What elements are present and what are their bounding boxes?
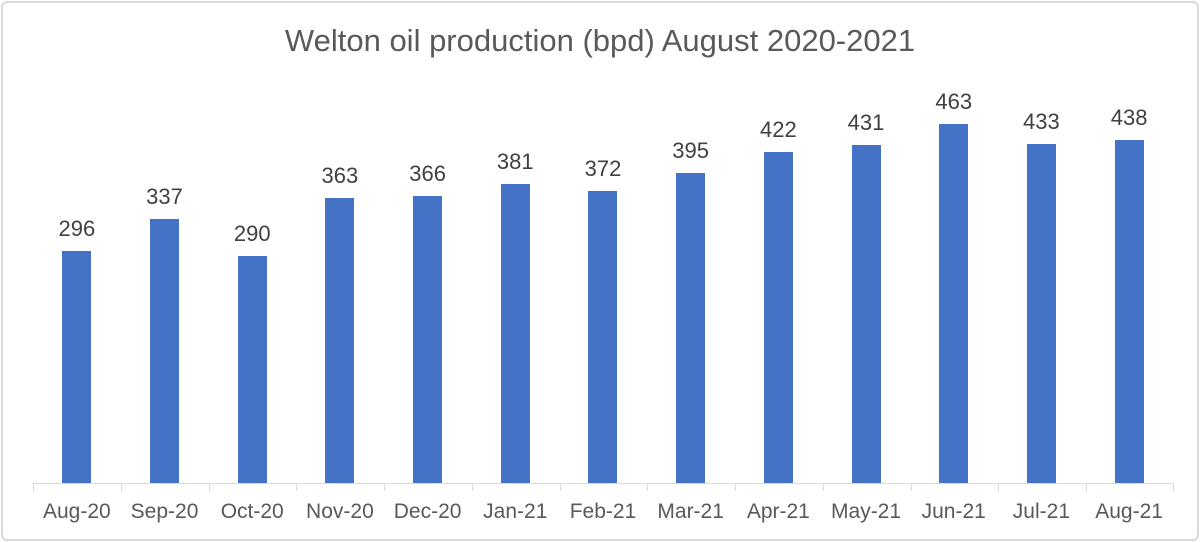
axis-tick (647, 484, 649, 491)
bar (588, 191, 618, 483)
axis-tick (384, 484, 386, 491)
bar-value-label: 438 (1110, 105, 1148, 130)
x-axis-line (33, 483, 1174, 492)
bar (413, 196, 443, 483)
bar-column: 381 (471, 91, 559, 483)
bar-column: 395 (647, 91, 735, 483)
bar (62, 251, 92, 483)
category-label: Jun-21 (921, 500, 986, 523)
category-label: Jul-21 (1012, 500, 1070, 523)
bar-value-label: 337 (146, 184, 183, 209)
bar-value-label: 296 (58, 216, 96, 241)
bar-value-label: 433 (1023, 109, 1060, 134)
category-label: Jan-21 (483, 500, 548, 523)
axis-tick (1173, 484, 1174, 491)
bar (939, 124, 969, 483)
bar (1026, 144, 1056, 483)
axis-tick (208, 484, 210, 491)
axis-tick (471, 484, 473, 491)
bar-column: 422 (735, 91, 823, 483)
bar-value-label: 395 (672, 138, 710, 163)
axis-tick (822, 484, 824, 491)
bar-value-label: 422 (759, 117, 797, 142)
bar-column: 433 (998, 91, 1086, 483)
axis-tick (120, 484, 122, 491)
plot-area: 296 337 290 363 366 381 372 395 422 431 463 433 438 (33, 91, 1173, 483)
bar (237, 256, 267, 483)
bar-column: 463 (910, 91, 998, 483)
bar (500, 184, 530, 483)
chart-title: Welton oil production (bpd) August 2020-… (284, 23, 916, 58)
bar-column: 366 (384, 91, 472, 483)
category-label: Sep-20 (130, 500, 199, 523)
bar-column: 438 (1085, 91, 1173, 483)
x-axis-labels: Aug-20 Sep-20 Oct-20 Nov-20 Dec-20 Jan-21 Feb-… (33, 500, 1173, 524)
bar (325, 198, 355, 483)
category-label: Feb-21 (569, 500, 637, 523)
bar (676, 173, 706, 483)
bar-column: 337 (121, 91, 209, 483)
axis-tick (33, 484, 34, 491)
category-label: Mar-21 (657, 500, 724, 523)
category-label: Apr-21 (746, 500, 810, 523)
plot-columns: 296 337 290 363 366 381 372 395 422 431 463 433 438 (33, 91, 1173, 483)
bar-value-label: 372 (584, 156, 622, 181)
bar-value-label: 463 (935, 89, 973, 114)
bar (851, 145, 881, 483)
category-label: Aug-20 (42, 500, 111, 523)
axis-tick (910, 484, 912, 491)
category-label: May-21 (831, 500, 902, 523)
category-label: Dec-20 (393, 500, 462, 523)
category-label: Aug-21 (1095, 500, 1163, 523)
bar-column: 290 (208, 91, 296, 483)
bar-value-label: 431 (847, 110, 885, 135)
bar-value-label: 363 (321, 163, 359, 188)
axis-tick (735, 484, 737, 491)
axis-tick (1086, 484, 1088, 491)
bar-column: 372 (559, 91, 647, 483)
bar (1114, 140, 1144, 483)
bar-value-label: 290 (233, 221, 271, 246)
bar-value-label: 381 (496, 149, 534, 174)
bar (763, 152, 793, 483)
bar-column: 296 (33, 91, 121, 483)
bar-column: 431 (822, 91, 910, 483)
axis-tick (559, 484, 561, 491)
category-label: Oct-20 (220, 500, 284, 523)
category-label: Nov-20 (306, 500, 374, 523)
bar-value-label: 366 (409, 161, 446, 186)
axis-tick (296, 484, 298, 491)
bar-column: 363 (296, 91, 384, 483)
bar (150, 219, 180, 483)
axis-tick (998, 484, 1000, 491)
